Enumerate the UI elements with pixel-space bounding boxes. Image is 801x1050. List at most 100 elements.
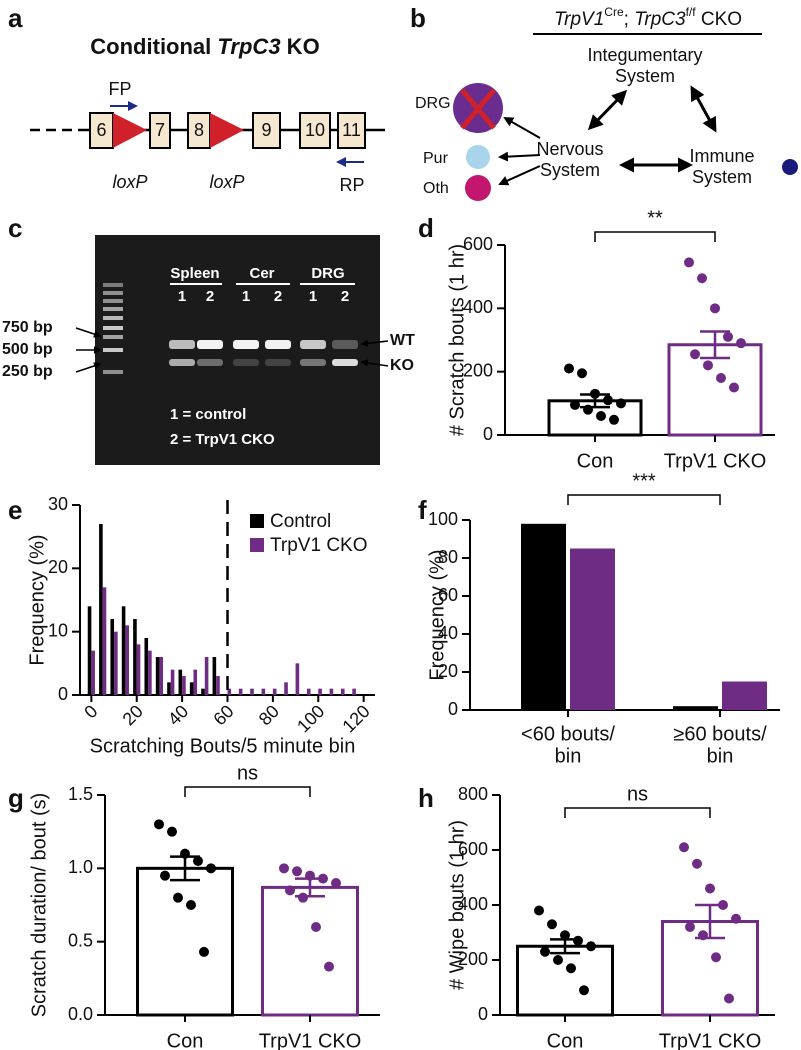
y-axis-label: Frequency (%) [26, 534, 48, 665]
title-part: f/f [686, 5, 697, 19]
system-label: Immune [689, 146, 754, 166]
bar [216, 676, 220, 695]
data-point [311, 922, 321, 932]
title-part: CKO [696, 9, 742, 30]
bar [193, 669, 198, 695]
x-tick-label: 20 [119, 701, 147, 729]
bar [167, 682, 171, 695]
data-point [586, 941, 596, 952]
title-part: Cre [604, 5, 624, 19]
x-tick-label: 0 [80, 701, 101, 722]
data-point [570, 399, 580, 410]
cell-label: DRG [415, 95, 451, 112]
data-point [566, 963, 576, 974]
title-part: ; [624, 9, 635, 30]
bar [91, 650, 95, 695]
data-point [729, 382, 739, 393]
title-part: TrpV1 [554, 9, 604, 30]
loxp-label: loxP [112, 172, 147, 192]
bar [182, 676, 186, 695]
x-tick-label: TrpV1 CKO [659, 1030, 762, 1050]
marker-label: 750 bp [2, 319, 53, 336]
system-label: System [692, 167, 752, 187]
significance-bracket [567, 494, 721, 505]
y-tick-label: 60 [438, 585, 458, 605]
bar [110, 619, 115, 695]
arrow [498, 151, 541, 162]
error-bar [700, 330, 730, 360]
significance-bracket [564, 807, 711, 818]
bar [340, 688, 345, 695]
bar [261, 688, 266, 695]
bar [99, 524, 103, 695]
panel-letter: c [8, 213, 22, 243]
data-point [534, 905, 544, 916]
x-tick-label: bin [555, 745, 582, 767]
data-point [160, 870, 170, 881]
panel-letter: f [418, 495, 427, 525]
x-tick-label: TrpV1 CKO [664, 450, 767, 472]
y-tick-label: 20 [438, 661, 458, 681]
y-tick-label: 100 [428, 509, 458, 529]
x-tick-label: TrpV1 CKO [259, 1030, 362, 1050]
tissue-label: DRG [311, 265, 344, 282]
ladder-band [103, 370, 123, 374]
band-label: KO [390, 357, 414, 374]
x-tick-label: Con [167, 1030, 204, 1050]
data-point [298, 892, 308, 903]
exon-label: 10 [305, 120, 325, 140]
data-point [564, 363, 574, 374]
significance-label: *** [632, 470, 656, 492]
data-point [731, 913, 741, 924]
bar [204, 657, 209, 695]
bar [227, 688, 232, 695]
error-bar [170, 855, 200, 882]
x-tick-label: 60 [209, 701, 237, 729]
exon-label: 6 [96, 120, 106, 140]
lane-label: 1 [178, 288, 186, 305]
bar [250, 688, 254, 695]
data-point [697, 273, 707, 284]
ko-band [197, 359, 223, 366]
lane-label: 1 [242, 288, 250, 305]
significance-bracket [594, 231, 716, 242]
bar [284, 682, 288, 695]
y-tick-label: 0 [448, 699, 458, 719]
band-label: WT [390, 332, 415, 349]
data-point [577, 368, 587, 379]
data-point [703, 360, 713, 371]
bar [178, 669, 183, 695]
lane-label: 2 [206, 288, 214, 305]
y-tick-label: 0 [478, 1004, 488, 1024]
data-point [186, 900, 196, 910]
data-point [579, 985, 589, 996]
y-tick-label: 400 [458, 894, 488, 914]
y-axis-label: Scratch duration/ bout (s) [28, 793, 50, 1018]
data-point [173, 892, 183, 903]
legend-label: Control [270, 511, 331, 532]
data-point [154, 819, 164, 830]
band-arrow [360, 359, 389, 367]
exon [149, 112, 171, 149]
bar [306, 688, 311, 695]
bar [159, 657, 164, 695]
error-bar [550, 938, 580, 955]
system-label: Nervous [536, 139, 603, 159]
gel [95, 235, 380, 465]
data-point [603, 395, 613, 406]
lane-label: 2 [274, 288, 282, 305]
exon [337, 112, 366, 149]
bar [144, 638, 149, 695]
primer-label: FP [108, 79, 131, 99]
tissue-label: Cer [249, 265, 274, 282]
bar [238, 688, 243, 695]
exon-label: 7 [155, 120, 165, 140]
data-point [684, 257, 694, 268]
ko-band [300, 359, 326, 366]
data-point [716, 373, 726, 383]
y-tick-label: 200 [458, 949, 488, 969]
data-point [547, 919, 557, 930]
bar [673, 706, 718, 710]
ladder-band [103, 316, 123, 320]
